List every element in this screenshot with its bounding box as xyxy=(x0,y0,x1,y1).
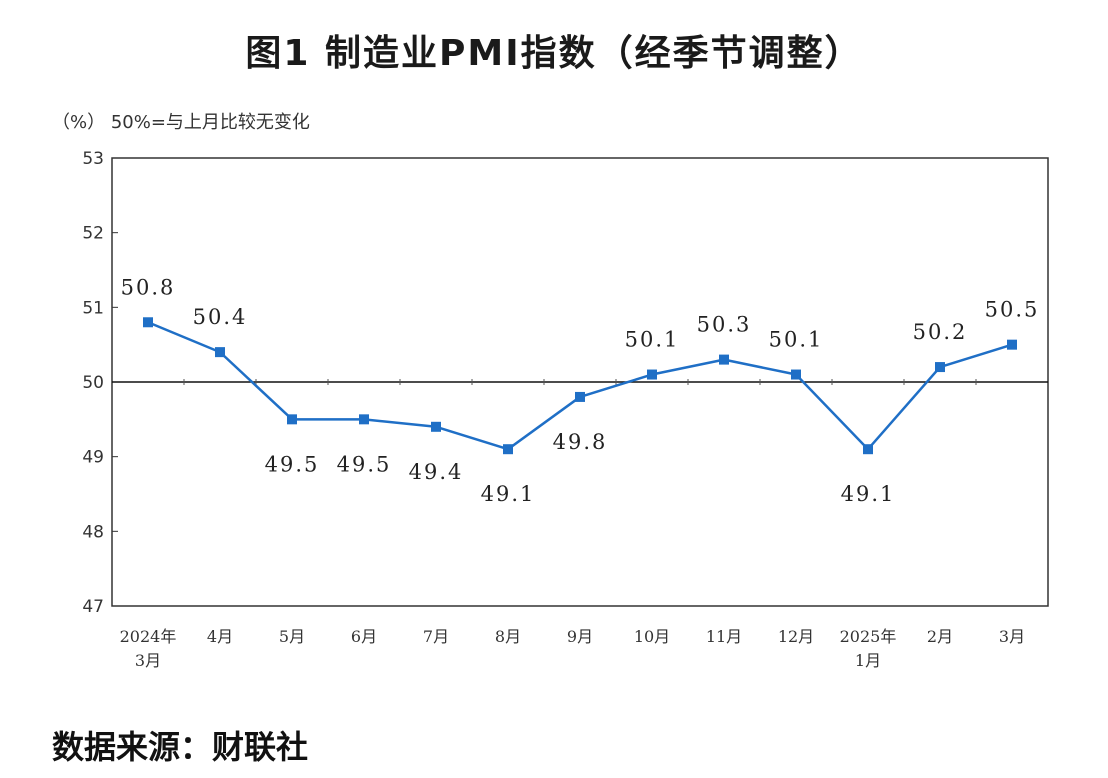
data-point xyxy=(359,414,369,425)
data-point xyxy=(1007,339,1017,350)
x-tick-label: 2024年 xyxy=(120,627,177,646)
data-label: 50.4 xyxy=(193,305,248,329)
x-tick-label: 8月 xyxy=(495,627,521,646)
y-tick-label: 49 xyxy=(82,448,104,468)
y-tick-label: 48 xyxy=(82,522,104,542)
data-label: 49.5 xyxy=(337,452,392,476)
data-label: 49.5 xyxy=(265,452,320,476)
data-label: 49.4 xyxy=(409,460,464,484)
data-label: 50.3 xyxy=(697,313,752,337)
x-tick-label: 11月 xyxy=(706,627,742,646)
x-tick-label: 1月 xyxy=(855,651,881,670)
x-tick-label: 12月 xyxy=(778,627,814,646)
x-tick-label: 7月 xyxy=(423,627,449,646)
data-label: 50.2 xyxy=(913,320,968,344)
x-tick-label: 3月 xyxy=(999,627,1025,646)
y-tick-label: 51 xyxy=(82,298,104,318)
data-point xyxy=(863,444,873,455)
data-label: 49.1 xyxy=(841,482,896,506)
y-tick-label: 50 xyxy=(82,373,104,393)
data-point xyxy=(503,444,513,455)
data-point xyxy=(431,421,441,432)
chart-title: 图1 制造业PMI指数（经季节调整） xyxy=(245,33,863,74)
x-tick-label: 2月 xyxy=(927,627,953,646)
data-source: 数据来源：财联社 xyxy=(52,728,309,766)
y-tick-label: 52 xyxy=(82,224,104,244)
x-tick-label: 10月 xyxy=(634,627,670,646)
y-tick-label: 47 xyxy=(82,597,104,617)
data-point xyxy=(935,362,945,373)
y-tick-label: 53 xyxy=(82,149,104,169)
data-point xyxy=(791,369,801,380)
data-label: 49.8 xyxy=(553,430,608,454)
data-point xyxy=(143,317,153,328)
x-tick-label: 9月 xyxy=(567,627,593,646)
x-tick-label: 4月 xyxy=(207,627,233,646)
x-tick-label: 3月 xyxy=(135,651,161,670)
data-point xyxy=(575,391,585,402)
data-label: 50.1 xyxy=(769,328,824,352)
data-label: 50.5 xyxy=(985,298,1040,322)
data-label: 50.8 xyxy=(121,275,176,299)
x-tick-label: 2025年 xyxy=(840,627,897,646)
data-point xyxy=(287,414,297,425)
data-point xyxy=(215,347,225,358)
unit-note: （%） 50%=与上月比较无变化 xyxy=(52,112,310,133)
data-point xyxy=(719,354,729,365)
data-label: 50.1 xyxy=(625,328,680,352)
data-label: 49.1 xyxy=(481,482,536,506)
x-tick-label: 6月 xyxy=(351,627,377,646)
data-point xyxy=(647,369,657,380)
x-tick-label: 5月 xyxy=(279,627,305,646)
